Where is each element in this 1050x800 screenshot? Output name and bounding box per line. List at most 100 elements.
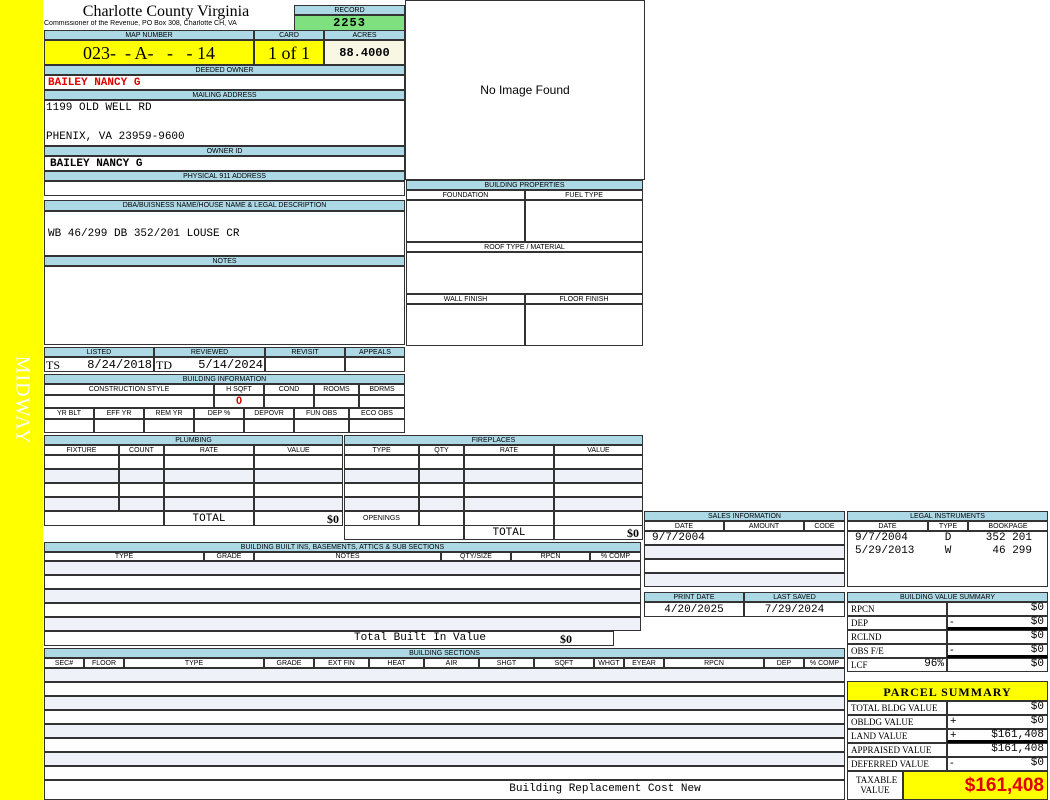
wall-finish-value [406, 304, 525, 346]
deeded-owner: BAILEY NANCY G [44, 75, 405, 90]
building-info-cell [349, 419, 405, 433]
building-info-col: ROOMS [314, 384, 359, 395]
lcf-percent: 96% [924, 658, 944, 670]
reviewed-date: 5/14/2024 [198, 358, 263, 371]
fireplaces-cell [419, 469, 464, 483]
deeded-owner-label: DEEDED OWNER [44, 65, 405, 75]
value-summary-value: $0 [1030, 602, 1044, 614]
taxable-value: $161,408 [903, 771, 1048, 800]
plumbing-title: PLUMBING [44, 435, 343, 445]
value-summary-label: OBS F/E [847, 644, 947, 658]
mailing-line-1: 1199 OLD WELL RD [46, 102, 152, 114]
built-ins-row [44, 617, 641, 631]
notes-label: NOTES [44, 256, 405, 266]
legal-description-label: DBA/BUISNESS NAME/HOUSE NAME & LEGAL DES… [44, 200, 405, 211]
building-info-cell [359, 395, 405, 408]
building-info-col: COND [264, 384, 314, 395]
building-info-col: EFF YR [94, 408, 144, 419]
county-subtitle: Commissioner of the Revenue, PO Box 308,… [44, 20, 237, 27]
taxable-value-label: TAXABLE VALUE [847, 771, 903, 800]
building-info-cell [244, 419, 294, 433]
sales-title: SALES INFORMATION [644, 511, 845, 521]
sections-col: WHGT [594, 658, 624, 668]
sections-row [44, 696, 845, 710]
plumbing-cell [44, 455, 119, 469]
value-summary-value: $0 [1030, 644, 1044, 656]
mailing-address-label: MAILING ADDRESS [44, 90, 405, 100]
built-ins-col: QTY/SIZE [441, 552, 511, 561]
fireplaces-cell [464, 497, 554, 511]
parcel-row-cell [947, 701, 1048, 715]
map-number: 023- - A- - - 14 [44, 40, 254, 65]
fireplaces-col: RATE [464, 445, 554, 455]
parcel-row-cell [947, 743, 1048, 757]
plumbing-cell [44, 483, 119, 497]
record-number: 2253 [294, 15, 405, 31]
sections-col: SEC# [44, 658, 84, 668]
parcel-row-sign: + [950, 729, 957, 741]
value-summary-cell [947, 630, 1048, 644]
roof-type-label: ROOF TYPE / MATERIAL [406, 242, 643, 252]
fireplaces-cell [464, 483, 554, 497]
value-summary-sign: - [950, 616, 954, 628]
plumbing-cell [254, 455, 343, 469]
fireplaces-title: FIREPLACES [344, 435, 643, 445]
district-label: MIDWAY [11, 355, 34, 445]
fireplaces-col: VALUE [554, 445, 643, 455]
value-summary-label: RCLND [847, 630, 947, 644]
plumbing-cell [164, 497, 254, 511]
wall-finish-label: WALL FINISH [406, 294, 525, 304]
floor-finish-label: FLOOR FINISH [525, 294, 643, 304]
built-ins-row [44, 589, 641, 603]
sections-col: FLOOR [84, 658, 124, 668]
value-summary-value: $0 [1030, 658, 1044, 670]
fireplaces-total: $0 [554, 525, 643, 540]
value-summary-cell [947, 658, 1048, 672]
fireplaces-col: QTY [419, 445, 464, 455]
built-ins-row [44, 603, 641, 617]
building-info-col: BDRMS [359, 384, 405, 395]
review-appeals-label: APPEALS [345, 347, 405, 357]
sections-col: EXT FIN [314, 658, 369, 668]
acres-label: ACRES [324, 30, 405, 40]
value-summary-label: DEP [847, 616, 947, 630]
value-summary-cell [947, 644, 1048, 658]
parcel-row-label: APPRAISED VALUE [847, 743, 947, 757]
sections-col: EYEAR [624, 658, 664, 668]
value-summary-sign: - [950, 644, 954, 656]
building-info-col: FUN OBS [294, 408, 349, 419]
value-summary-sign [950, 658, 970, 671]
building-info-col: DEPOVR [244, 408, 294, 419]
sections-footer-row [44, 780, 845, 800]
fuel-type-value [525, 200, 643, 242]
fireplaces-cell [554, 497, 643, 511]
fireplaces-cell [464, 455, 554, 469]
built-ins-col: RPCN [511, 552, 590, 561]
parcel-row-label: OBLDG VALUE [847, 715, 947, 729]
parcel-row-value: $0 [1030, 715, 1044, 727]
map-number-label: MAP NUMBER [44, 30, 254, 40]
floor-finish-value [525, 304, 643, 346]
sections-row [44, 752, 845, 766]
foundation-label: FOUNDATION [406, 190, 525, 200]
legal-instruments-col: DATE [847, 521, 928, 531]
fireplaces-cell [344, 497, 419, 511]
card-number: 1 of 1 [254, 40, 324, 65]
fireplaces-cell [419, 497, 464, 511]
sales-row [644, 545, 845, 559]
fireplaces-cell [554, 469, 643, 483]
review-reviewed-label: REVIEWED [154, 347, 265, 357]
legal-instruments-col: BOOKPAGE [968, 521, 1048, 531]
photo-placeholder: No Image Found [405, 0, 645, 180]
value-summary-cell [947, 602, 1048, 616]
print-date: 4/20/2025 [644, 602, 744, 617]
building-sections-title: BUILDING SECTIONS [44, 648, 845, 658]
building-info-title: BUILDING INFORMATION [44, 374, 405, 384]
appeals-value [345, 357, 405, 372]
instrument-bookpage: 46 299 [992, 545, 1032, 557]
plumbing-cell [164, 469, 254, 483]
foundation-value [406, 200, 525, 242]
sections-col: TYPE [124, 658, 264, 668]
plumbing-cell [164, 483, 254, 497]
building-info-cell [194, 419, 244, 433]
